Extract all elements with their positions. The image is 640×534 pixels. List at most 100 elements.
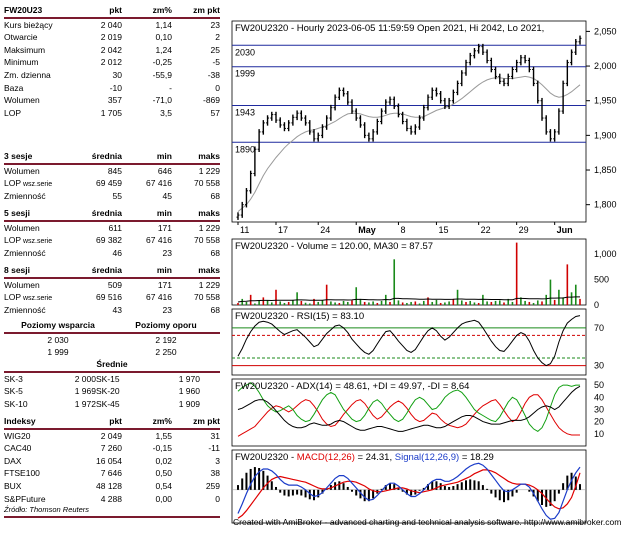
rsi-line [237,315,581,367]
ytick-label: 10 [594,429,604,439]
cell: 2 042 [100,44,122,55]
cell-main: LOP [4,178,22,189]
ytick-label: 40 [594,392,604,402]
cell: 0,00 [155,493,172,504]
levels-header: Poziomy wsparcia Poziomy oporu [4,319,220,334]
levels-row: 1 999 2 250 [4,346,220,359]
cell: 1 705 [100,107,122,118]
cell: zm pkt [193,5,220,15]
table-row: Minimum 2 012 -0,25 -5 [4,56,220,69]
cell: FW20U23 [4,5,43,15]
cell: 46 [112,247,122,258]
cell: Zmienność [4,247,46,258]
cell: 70 558 [194,292,220,303]
cell: 1 969 [74,386,96,397]
adx-line [237,385,581,432]
cell: Minimum [4,57,39,68]
levels-row: 2 030 2 192 [4,334,220,347]
cell: CAC40 [4,443,32,454]
sessions-table: 5 sesji średnia min maks Wolumen 611 171 1 229 L… [4,207,220,259]
averages-table: Średnie SK-3 2 000 SK-15 1 970 SK-5 1 969 SK-20… [4,358,220,410]
table-row: CAC40 7 260 -0,15 -11 [4,442,220,455]
pane-frame-3 [231,378,587,447]
xtick-label: 11 [240,225,249,235]
cell-sub: wsz.serie [21,295,53,303]
cell: 7 646 [100,468,122,479]
table-row: FTSE100 7 646 0,50 38 [4,467,220,480]
cell: 0,54 [155,480,172,491]
table-row: BUX 48 128 0,54 259 [4,480,220,493]
cell: LOP wsz.serie [4,234,72,247]
ytick-label: 2,050 [594,26,617,36]
cell: 23 [210,19,220,30]
ytick-label: 30 [594,361,604,371]
footer-credit: Created with AmiBroker - advanced charti… [233,517,622,527]
cell: 3 [215,455,220,466]
cell: 70 558 [194,235,220,246]
xtick-label: May [358,225,376,235]
ytick-label: 50 [594,380,604,390]
left-data-panel: FW20U23 pkt zm% zm pkt Kurs bieżący 2 040 1,14… [0,0,222,520]
ytick-label: 2,000 [594,61,617,71]
chart-panel: 1,8001,8501,9001,9502,0002,0502030199919… [231,20,617,524]
cell: Kurs bieżący [4,19,53,30]
cell: Wolumen [4,222,40,233]
source-note: Źródło: Thomson Reuters [4,505,90,515]
macd-title-part: MACD(12,26) [297,452,355,463]
cell: 69 382 [96,235,122,246]
level-label-1943: 1943 [235,108,255,118]
cell: 0,10 [155,32,172,43]
averages-row: SK-10 1 972 SK-45 1 909 [4,398,220,411]
ytick-label: 30 [594,404,604,414]
cell: FTSE100 [4,468,40,479]
cell: pkt [109,416,122,426]
averages-row: SK-5 1 969 SK-20 1 960 [4,385,220,398]
cell: DAX [4,455,22,466]
cell: 23 [162,304,172,315]
ytick-label: 1,000 [594,249,617,259]
macd-title-part: = 18.29 [459,452,494,463]
cell: zm% [152,5,172,15]
cell: 611 [108,222,122,233]
cell: 1 229 [198,165,220,176]
cell: 3,5 [160,107,172,118]
xtick-label: 24 [320,225,330,235]
cell: -10 [109,82,122,93]
cell: -11 [208,443,220,454]
minus-di-line [237,394,580,437]
cell: maks [198,208,220,218]
cell: zm pkt [193,416,220,426]
cell: -0,25 [152,57,172,68]
cell: 1 229 [198,279,220,290]
cell: 7 260 [100,443,122,454]
cell: WIG20 [4,430,31,441]
table-row: Baza -10 - 0 [4,82,220,95]
xtick-label: Jun [557,225,573,235]
level-label-1999: 1999 [235,69,255,79]
levels-table: Poziomy wsparcia Poziomy oporu 2 030 2 192 1… [4,319,220,359]
cell: Zm. dzienna [4,69,51,80]
ytick-label: 1,850 [594,165,617,175]
cell: 2 040 [100,19,122,30]
cell: 70 558 [194,178,220,189]
cell: Maksimum [4,44,46,55]
cell: LOP wsz.serie [4,177,72,190]
cell: -0,15 [152,443,172,454]
cell: 0,02 [155,455,172,466]
cell: 55 [112,190,122,201]
macd-title-part: = 24.31, [355,452,395,463]
cell: - [169,82,172,93]
support-value: 2 030 [47,334,69,345]
cell: 16 054 [96,455,122,466]
table-row: Otwarcie 2 019 0,10 2 [4,31,220,44]
table-header: 5 sesji średnia min maks [4,207,220,222]
macd-chart-title: FW20U2320 - MACD(12,26) = 24.31, Signal(… [235,452,494,463]
cell-sub: wsz.serie [21,181,53,189]
resistance-value: 2 192 [155,334,177,345]
cell: 67 416 [146,292,172,303]
cell: Baza [4,82,24,93]
table-row: Maksimum 2 042 1,24 25 [4,44,220,57]
table-row: DAX 16 054 0,02 3 [4,455,220,468]
cell: 259 [205,480,220,491]
averages-title: Średnie [4,358,220,373]
